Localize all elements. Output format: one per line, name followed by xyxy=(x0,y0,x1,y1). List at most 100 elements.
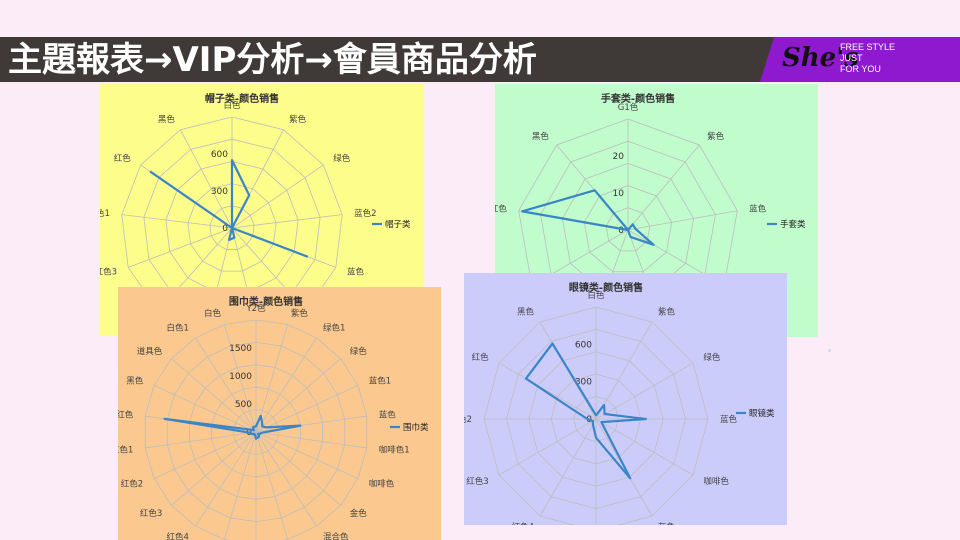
tick-label: 0 xyxy=(618,226,624,236)
data-point xyxy=(231,227,233,229)
category-label: 绿色1 xyxy=(323,323,345,334)
data-point xyxy=(256,436,259,439)
data-point xyxy=(228,239,230,241)
data-point xyxy=(261,421,263,424)
category-label: 红色 xyxy=(114,153,132,164)
category-label: 灰色 xyxy=(658,521,676,525)
category-label: 紫色 xyxy=(291,308,309,319)
category-label: 白色 xyxy=(204,308,222,319)
grid-spoke xyxy=(255,324,288,433)
data-point xyxy=(525,377,527,380)
grid-spoke xyxy=(153,431,257,479)
grid-spoke xyxy=(595,418,694,476)
category-label: 绿色 xyxy=(703,352,721,363)
data-point xyxy=(231,159,233,162)
category-label: 红色3 xyxy=(466,476,488,487)
tick-label: 10 xyxy=(613,189,625,199)
category-label: 红色3 xyxy=(140,508,162,519)
category-label: 蓝色 xyxy=(379,409,397,420)
data-point xyxy=(627,229,629,231)
category-label: 红色4 xyxy=(167,531,189,540)
category-label: 蓝色 xyxy=(720,414,738,425)
brand-tagline-line: FOR YOU xyxy=(840,64,881,74)
data-point xyxy=(631,223,634,226)
category-label: 混合色 xyxy=(323,531,349,540)
category-label: 白色 xyxy=(587,290,605,301)
grid-spoke xyxy=(224,431,257,540)
category-label: 红色2 xyxy=(121,479,143,490)
legend-label: 手套类 xyxy=(780,219,806,230)
data-point xyxy=(149,171,152,173)
data-point xyxy=(252,432,255,435)
grid-spoke xyxy=(153,385,257,433)
grid-spoke xyxy=(627,144,700,231)
category-label: Y2色 xyxy=(245,303,266,314)
data-point xyxy=(265,426,268,429)
category-label: 蓝色 xyxy=(347,267,365,278)
grid-spoke xyxy=(231,164,324,229)
tick-label: 1000 xyxy=(229,372,252,382)
data-point xyxy=(603,404,605,406)
category-label: G1色 xyxy=(618,102,639,113)
data-point xyxy=(603,413,606,415)
grid-spoke xyxy=(171,358,257,433)
chart-title: 眼镜类-颜色销售 xyxy=(569,281,643,294)
grid-spoke xyxy=(539,418,597,517)
category-label: 咖啡色 xyxy=(703,476,729,487)
grid-spoke xyxy=(498,418,597,476)
category-label: 紫色 xyxy=(658,307,676,318)
grid-spoke xyxy=(224,324,257,433)
grid-spoke xyxy=(255,431,288,540)
legend-label: 眼镜类 xyxy=(749,408,775,419)
grid-ring xyxy=(605,207,651,252)
data-point xyxy=(595,414,597,417)
category-label: 蓝色 xyxy=(749,204,767,215)
brand-tagline-line: FREE STYLE xyxy=(840,42,896,52)
grid-spoke xyxy=(595,362,694,420)
brand-banner: She's FREE STYLE JUST FOR YOU xyxy=(760,37,960,82)
category-label: 红色 xyxy=(472,352,490,363)
chart-title: 手套类-颜色销售 xyxy=(601,92,675,105)
data-point xyxy=(251,432,253,435)
legend-label: 帽子类 xyxy=(385,219,411,230)
grid-spoke xyxy=(195,431,257,527)
category-label: 黑色 xyxy=(532,131,550,142)
data-point xyxy=(248,194,251,197)
grid-spoke xyxy=(255,358,341,433)
data-point xyxy=(299,424,302,427)
tick-label: 500 xyxy=(235,400,252,410)
tick-label: 600 xyxy=(575,340,592,350)
category-label: 黑色 xyxy=(158,114,176,125)
category-label: 红色1 xyxy=(100,208,110,219)
category-label: 绿色 xyxy=(350,346,368,357)
grid-spoke xyxy=(180,129,233,229)
grid-spoke xyxy=(595,321,653,420)
grid-spoke xyxy=(195,337,257,433)
category-label: 红色 xyxy=(495,204,507,215)
grid-spoke xyxy=(121,214,233,229)
brand-tagline-line: JUST xyxy=(840,53,863,63)
data-point xyxy=(586,418,589,420)
chart-panel-glasses: 眼镜类-颜色销售白色紫色绿色蓝色咖啡色灰色黄色红色4红色3红色2红色黑色0300… xyxy=(464,273,787,525)
brand-logo: She's xyxy=(782,43,859,73)
chart-title: 围巾类-颜色销售 xyxy=(229,295,303,308)
category-label: 紫色 xyxy=(707,131,725,142)
data-point xyxy=(260,431,263,434)
legend-label: 围巾类 xyxy=(403,422,429,433)
grid-ring xyxy=(144,319,368,540)
data-point xyxy=(259,432,261,435)
brand-tagline: FREE STYLE JUST FOR YOU xyxy=(840,42,895,75)
data-point xyxy=(521,210,524,213)
category-label: 蓝色2 xyxy=(354,208,376,219)
category-label: 绿色 xyxy=(333,153,351,164)
category-label: 白色1 xyxy=(167,323,189,334)
grid-ring xyxy=(187,183,277,272)
data-point xyxy=(644,418,647,420)
data-point xyxy=(629,477,632,480)
data-point xyxy=(252,426,254,429)
tick-label: 0 xyxy=(222,224,228,234)
data-point xyxy=(600,421,603,424)
tick-label: 300 xyxy=(575,378,592,388)
category-label: 道具色 xyxy=(137,346,163,357)
category-label: 红色1 xyxy=(118,445,133,456)
